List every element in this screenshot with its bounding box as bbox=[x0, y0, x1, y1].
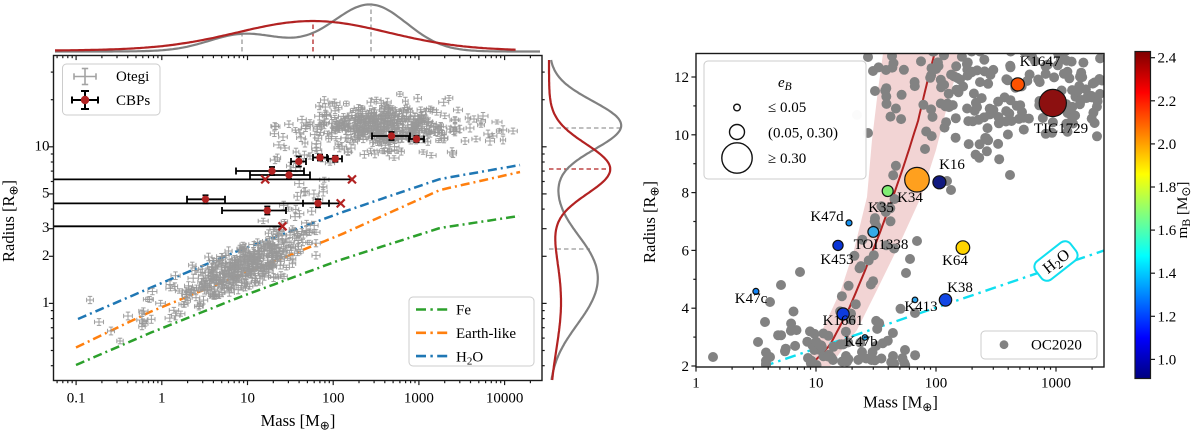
svg-text:Fe: Fe bbox=[456, 303, 471, 319]
svg-text:1: 1 bbox=[42, 295, 50, 311]
svg-text:1: 1 bbox=[158, 391, 166, 407]
svg-text:3: 3 bbox=[42, 220, 50, 236]
svg-text:100: 100 bbox=[322, 391, 345, 407]
svg-text:10000: 10000 bbox=[486, 391, 524, 407]
svg-text:CBPs: CBPs bbox=[116, 93, 150, 109]
svg-text:0.1: 0.1 bbox=[67, 391, 86, 407]
svg-text:Otegi: Otegi bbox=[116, 69, 149, 85]
svg-text:Earth-like: Earth-like bbox=[456, 326, 516, 342]
svg-text:5: 5 bbox=[42, 185, 50, 201]
svg-text:1000: 1000 bbox=[404, 391, 434, 407]
svg-text:10: 10 bbox=[240, 391, 255, 407]
svg-text:10: 10 bbox=[35, 138, 50, 154]
svg-text:2: 2 bbox=[42, 248, 50, 264]
